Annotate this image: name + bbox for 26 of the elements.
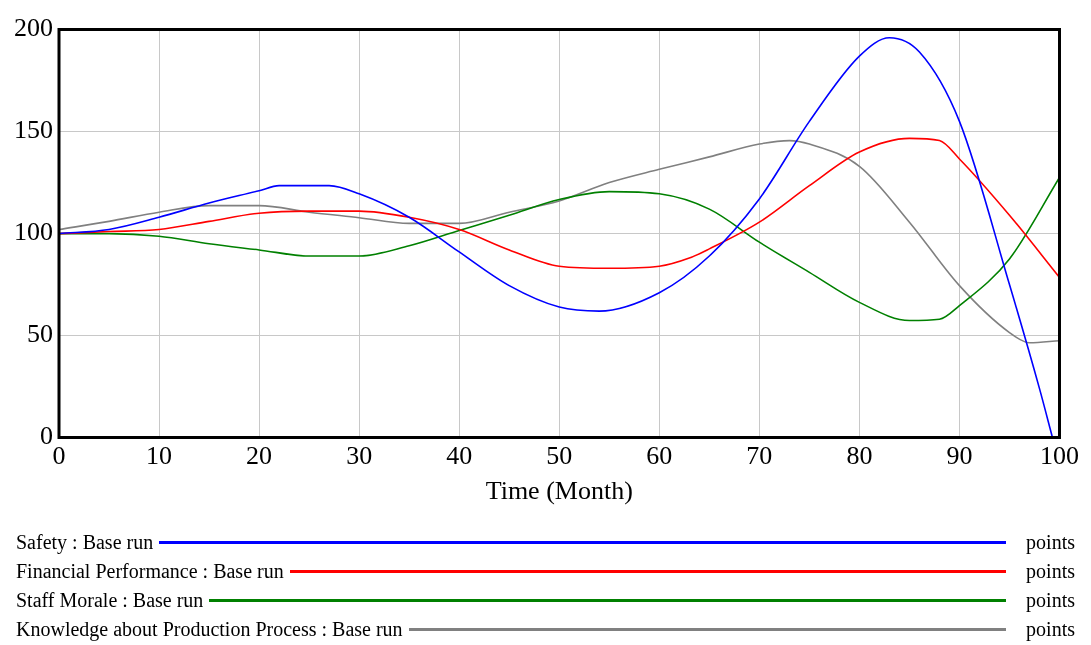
text: points	[1026, 560, 1075, 583]
x-tick-label: 100	[1040, 441, 1079, 471]
y-tick-label: 50	[27, 319, 53, 349]
x-tick-label: 50	[546, 441, 573, 471]
x-tick-label: 10	[146, 441, 173, 471]
x-tick-label: 80	[846, 441, 873, 471]
x-tick-label: 30	[346, 441, 373, 471]
x-tick-label: 60	[646, 441, 673, 471]
x-tick-label: 20	[246, 441, 273, 471]
y-tick-label: 100	[14, 217, 53, 247]
line-series	[59, 36, 1054, 438]
text: points	[1026, 531, 1075, 554]
legend-label: Knowledge about Production Process : Base run	[16, 618, 403, 641]
legend-label: Safety : Base run	[16, 531, 154, 554]
y-tick-label: 150	[14, 115, 53, 145]
x-tick-label: 90	[946, 441, 973, 471]
legend-label: Staff Morale : Base run	[16, 589, 204, 612]
text: points	[1026, 589, 1075, 612]
line-series	[59, 139, 1060, 344]
x-tick-label: 40	[446, 441, 473, 471]
y-tick-label: 0	[40, 421, 53, 451]
y-tick-label: 200	[14, 13, 53, 43]
legend-label: Financial Performance : Base run	[16, 560, 284, 583]
x-tick-label: 70	[746, 441, 773, 471]
text: points	[1026, 618, 1075, 641]
x-axis-title: Time (Month)	[485, 476, 633, 506]
